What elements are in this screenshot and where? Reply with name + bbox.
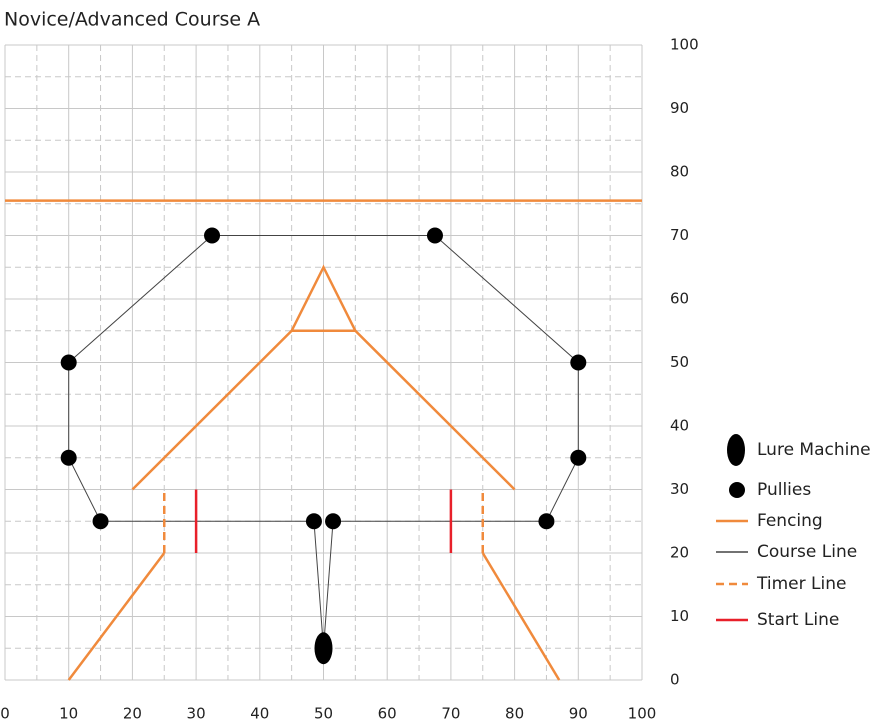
series-line [68,235,579,649]
y-tick-label: 40 [670,417,689,435]
legend-swatch [727,434,745,466]
pulley [60,354,77,371]
series-line [194,489,453,553]
x-tick-label: 0 [0,705,10,723]
y-tick-label: 100 [670,36,699,54]
pulley [92,513,109,530]
x-tick-label: 30 [187,705,206,723]
x-tick-label: 60 [378,705,397,723]
series-line [163,489,484,553]
pulley [570,354,587,371]
x-tick-label: 40 [250,705,269,723]
legend-label: Timer Line [756,574,846,594]
lure-machine [314,632,333,665]
chart-title: Novice/Advanced Course A [4,9,260,31]
y-tick-label: 60 [670,290,689,308]
pulley [426,227,443,244]
y-tick-label: 80 [670,163,689,181]
legend-label: Lure Machine [757,440,871,460]
y-tick-label: 0 [670,671,680,689]
y-tick-label: 20 [670,544,689,562]
y-tick-label: 10 [670,607,689,625]
legend-label: Fencing [757,511,823,531]
y-tick-label: 90 [670,99,689,117]
x-tick-label: 100 [628,705,657,723]
x-tick-label: 20 [123,705,142,723]
x-tick-label: 70 [441,705,460,723]
pulley [305,513,322,530]
x-tick-label: 90 [569,705,588,723]
pulley [325,513,342,530]
y-tick-label: 70 [670,226,689,244]
series-line [5,199,642,681]
legend-label: Start Line [757,610,839,630]
legend-label: Pullies [757,480,811,500]
pulley [204,227,221,244]
pulley [60,449,77,466]
x-tick-label: 50 [314,705,333,723]
pulley [570,449,587,466]
pulley [538,513,555,530]
legend-swatch [729,482,745,498]
x-tick-label: 10 [59,705,78,723]
x-tick-label: 80 [505,705,524,723]
y-tick-label: 50 [670,353,689,371]
y-tick-label: 30 [670,480,689,498]
legend-label: Course Line [757,542,857,562]
